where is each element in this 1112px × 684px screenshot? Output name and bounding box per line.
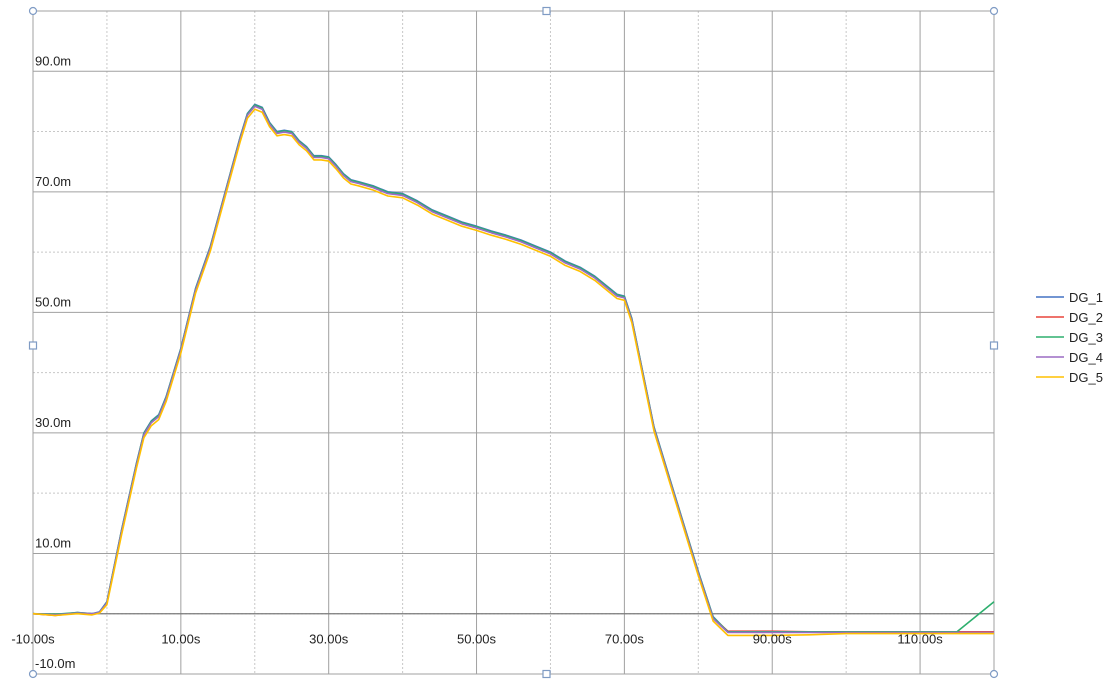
x-tick-label: -10.00s [11,632,55,647]
corner-resize-handle[interactable] [28,669,38,679]
x-tick-label: 110.00s [897,632,943,647]
series-layer [32,103,995,637]
corner-resize-handle[interactable] [989,6,999,16]
y-tick-label: 10.0m [35,535,71,550]
legend-label: DG_1 [1069,290,1103,305]
y-tick-label: 90.0m [35,53,71,68]
legend-label: DG_5 [1069,370,1103,385]
y-tick-label: -10.0m [35,656,75,671]
series-line-dg-5 [32,108,994,637]
edge-resize-handle[interactable] [28,341,38,350]
y-tick-label: 50.0m [35,294,71,309]
y-tick-label: 30.0m [35,415,71,430]
edge-resize-handle[interactable] [542,6,551,16]
x-axis-tick-labels: -10.00s 10.00s 30.00s 50.00s 70.00s 90.00s 110… [11,632,943,647]
selection-handles[interactable] [28,6,999,679]
edge-resize-handle[interactable] [542,669,551,679]
x-tick-label: 70.00s [605,632,645,647]
x-tick-label: 50.00s [457,632,497,647]
legend-label: DG_4 [1069,350,1103,365]
y-axis-tick-labels: -10.0m 10.0m 30.0m 50.0m 70.0m 90.0m [35,53,75,671]
x-tick-label: 10.00s [161,632,201,647]
legend-label: DG_2 [1069,310,1103,325]
corner-resize-handle[interactable] [989,669,999,679]
x-tick-label: 90.00s [753,632,793,647]
corner-resize-handle[interactable] [28,6,38,16]
y-tick-label: 70.0m [35,174,71,189]
legend: DG_1 DG_2 DG_3 DG_4 DG_5 [1036,290,1103,385]
x-tick-label: 30.00s [309,632,349,647]
legend-label: DG_3 [1069,330,1103,345]
edge-resize-handle[interactable] [989,341,999,350]
